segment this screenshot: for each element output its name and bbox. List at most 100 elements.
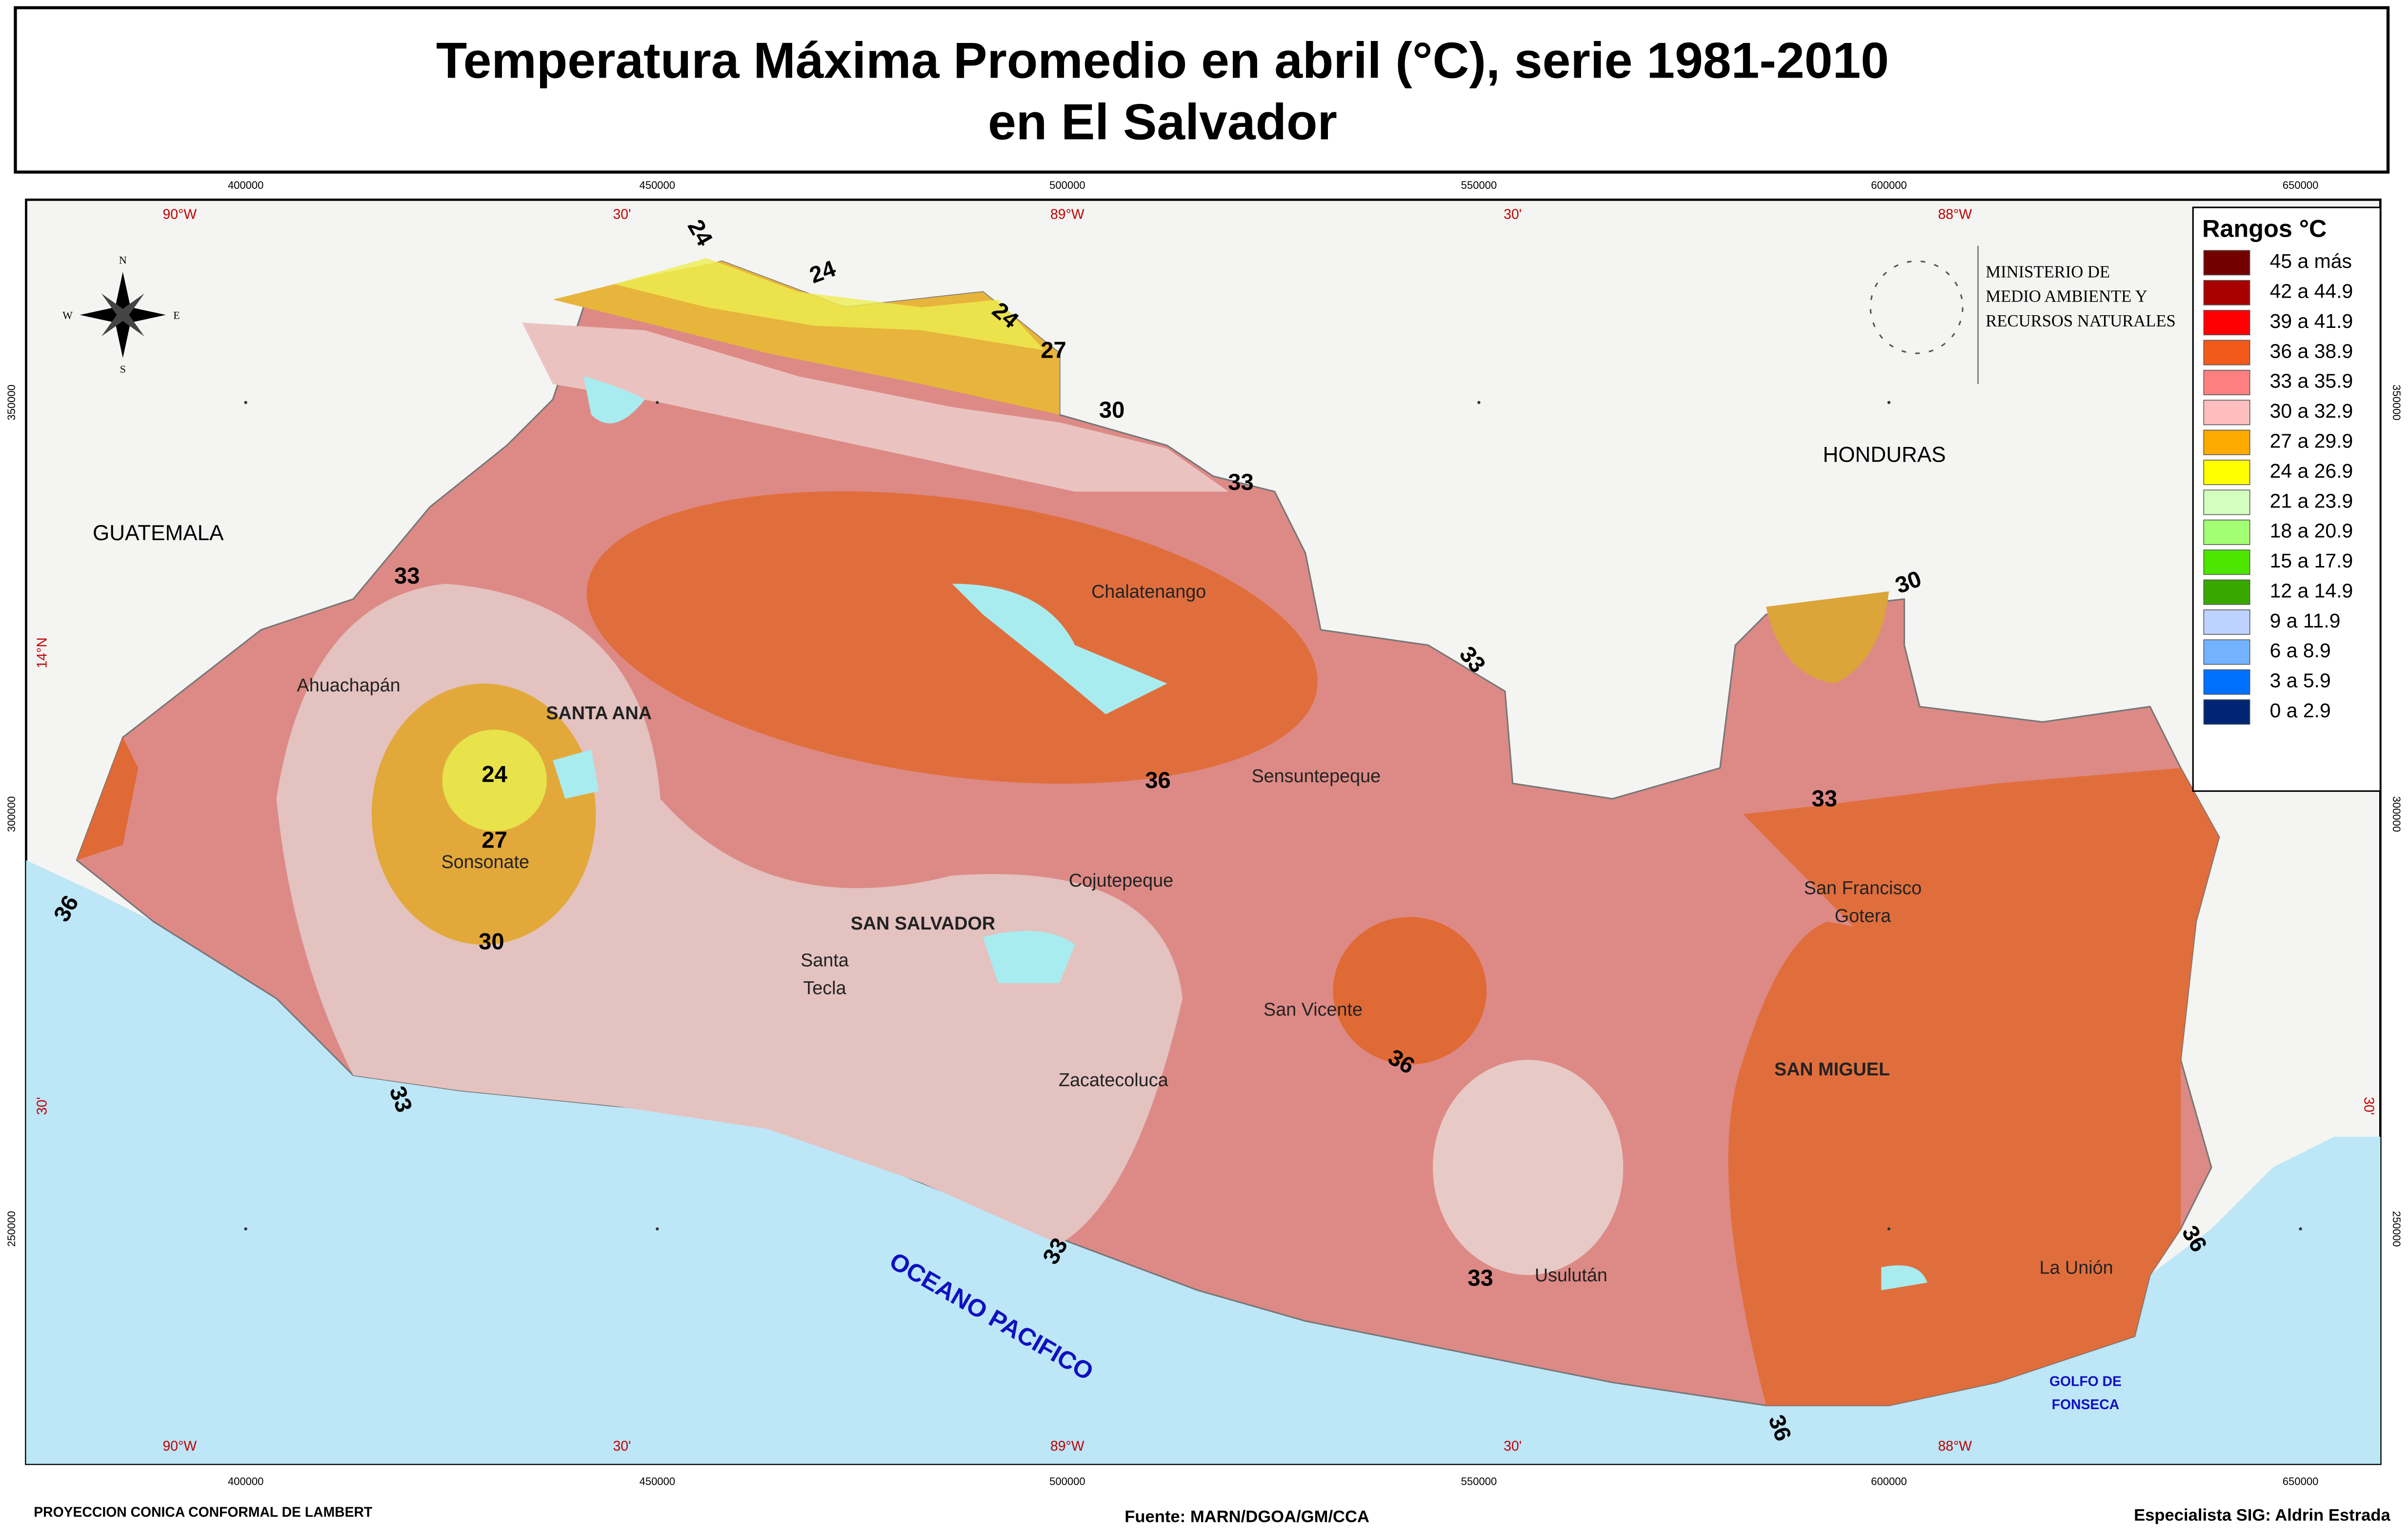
title: Temperatura Máxima Promedio en abril (°C… xyxy=(436,33,1889,89)
legend-swatch xyxy=(2203,369,2250,395)
legend-label: 33 a 35.9 xyxy=(2270,370,2353,392)
zone-36 xyxy=(1728,768,2219,1406)
place-label: Santa xyxy=(801,951,849,971)
place-label: Sensuntepeque xyxy=(1251,766,1381,787)
legend-label: 36 a 38.9 xyxy=(2270,340,2353,362)
legend-label: 39 a 41.9 xyxy=(2270,310,2353,332)
northing-label: 250000 xyxy=(2390,1211,2403,1247)
isotherm-label: 27 xyxy=(1041,337,1066,363)
zone-27 xyxy=(1766,591,1889,684)
legend-swatch xyxy=(2203,400,2250,425)
easting-label: 650000 xyxy=(2283,179,2318,191)
zone-30 xyxy=(1433,1060,1624,1275)
easting-label: 600000 xyxy=(1871,179,1906,191)
place-label: SAN MIGUEL xyxy=(1774,1059,1890,1080)
legend-label: 42 a 44.9 xyxy=(2270,280,2353,303)
country-label: GUATEMALA xyxy=(93,521,224,545)
compass-star xyxy=(101,293,144,337)
compass-letter: S xyxy=(120,363,126,375)
zone-30 xyxy=(522,323,1229,492)
easting-label: 450000 xyxy=(640,179,675,191)
legend-swatch xyxy=(2203,250,2250,276)
legend-label: 18 a 20.9 xyxy=(2270,520,2353,542)
place-label: Ahuachapán xyxy=(297,675,401,696)
legend-swatch xyxy=(2203,280,2250,305)
grid-cross xyxy=(1477,401,1481,404)
longitude-label: 88°W xyxy=(1938,1438,1972,1454)
title: en El Salvador xyxy=(988,94,1337,151)
legend-label: 12 a 14.9 xyxy=(2270,579,2353,602)
legend-label: 27 a 29.9 xyxy=(2270,430,2353,452)
legend-swatch xyxy=(2203,519,2250,545)
place-label: San Vicente xyxy=(1264,999,1363,1020)
northing-label: 250000 xyxy=(5,1211,18,1247)
ministry-name: MEDIO AMBIENTE Y xyxy=(1986,287,2147,306)
grid-cross xyxy=(656,1227,659,1231)
legend-label: 3 a 5.9 xyxy=(2270,669,2331,692)
longitude-label: 90°W xyxy=(163,206,197,222)
isotherm-label: 24 xyxy=(482,761,507,787)
grid-cross xyxy=(2299,1227,2302,1231)
legend-swatch xyxy=(2203,310,2250,336)
legend-label: 0 a 2.9 xyxy=(2270,699,2331,722)
place-label: Gotera xyxy=(1835,906,1891,926)
legend-label: 9 a 11.9 xyxy=(2270,609,2341,632)
footer-author: Especialista SIG: Aldrin Estrada xyxy=(2134,1506,2390,1524)
easting-label: 600000 xyxy=(1871,1476,1906,1488)
longitude-label: 30' xyxy=(613,1438,631,1454)
grid-cross xyxy=(1887,1227,1891,1231)
legend-label: 24 a 26.9 xyxy=(2270,460,2353,482)
legend-label: 30 a 32.9 xyxy=(2270,400,2353,422)
legend-swatch xyxy=(2203,489,2250,515)
legend-swatch xyxy=(2203,699,2250,725)
easting-label: 450000 xyxy=(640,1476,675,1488)
isotherm-label: 30 xyxy=(479,929,504,954)
place-label: San Francisco xyxy=(1804,878,1922,899)
longitude-label: 89°W xyxy=(1050,206,1084,222)
title-box xyxy=(14,6,2390,174)
legend-label: 15 a 17.9 xyxy=(2270,549,2353,572)
compass-letter: E xyxy=(173,309,180,322)
compass-letter: N xyxy=(119,254,127,266)
legend-swatch xyxy=(2203,429,2250,455)
legend-swatch xyxy=(2203,639,2250,665)
legend-swatch xyxy=(2203,340,2250,365)
compass-rose xyxy=(80,272,166,358)
legend-label: 21 a 23.9 xyxy=(2270,489,2353,512)
easting-label: 500000 xyxy=(1049,1476,1085,1488)
easting-label: 550000 xyxy=(1461,1476,1497,1488)
footer-projection: PROYECCION CONICA CONFORMAL DE LAMBERT xyxy=(34,1504,372,1520)
place-label: Cojutepeque xyxy=(1069,870,1173,891)
zone-24 xyxy=(614,258,1044,350)
isotherm-label: 27 xyxy=(482,828,507,853)
gulf-label: GOLFO DE xyxy=(2049,1374,2122,1390)
place-label: Sonsonate xyxy=(441,852,529,872)
legend-swatch xyxy=(2203,460,2250,485)
isotherm-label: 33 xyxy=(1812,786,1838,812)
northing-label: 350000 xyxy=(5,384,18,420)
ministry-name: RECURSOS NATURALES xyxy=(1986,312,2175,330)
longitude-label: 30' xyxy=(1504,1438,1522,1454)
latitude-label: 30' xyxy=(35,1097,50,1115)
grid-cross xyxy=(656,401,659,404)
zone-24 xyxy=(442,729,547,831)
longitude-label: 30' xyxy=(613,206,631,222)
place-label: Tecla xyxy=(803,978,846,998)
compass-letter: W xyxy=(62,309,73,322)
legend-swatch xyxy=(2203,609,2250,635)
place-label: Chalatenango xyxy=(1091,582,1206,602)
grid-cross xyxy=(1887,401,1891,404)
legend-title: Rangos °C xyxy=(2202,215,2327,243)
zone-36 xyxy=(586,491,1318,784)
legend-swatch xyxy=(2203,549,2250,575)
longitude-label: 88°W xyxy=(1938,206,1972,222)
northing-label: 300000 xyxy=(2390,796,2403,832)
place-label: Usulután xyxy=(1535,1265,1607,1286)
logo-seal xyxy=(1869,260,1964,354)
ministry-name: MINISTERIO DE xyxy=(1986,263,2110,281)
place-label: Zacatecoluca xyxy=(1059,1070,1168,1091)
easting-label: 500000 xyxy=(1049,179,1085,191)
isotherm-label: 33 xyxy=(1467,1265,1493,1291)
northing-label: 300000 xyxy=(5,796,18,832)
latitude-label: 14°N xyxy=(35,637,50,668)
